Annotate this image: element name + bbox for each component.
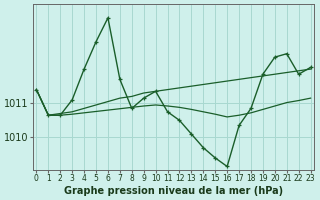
X-axis label: Graphe pression niveau de la mer (hPa): Graphe pression niveau de la mer (hPa) — [64, 186, 283, 196]
